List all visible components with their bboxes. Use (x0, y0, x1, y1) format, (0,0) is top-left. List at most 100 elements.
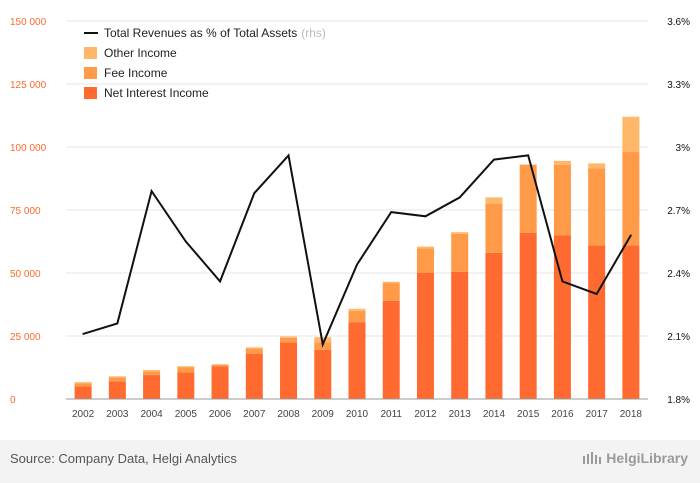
x-tick-label: 2006 (209, 409, 232, 420)
bar-fee-income-2013 (451, 233, 469, 272)
bar-net-interest-income-2018 (622, 245, 640, 399)
bar-fee-income-2010 (348, 310, 366, 323)
x-tick-label: 2013 (449, 409, 472, 420)
bar-other-income-2008 (280, 336, 298, 338)
legend-label: Other Income (104, 46, 177, 60)
bar-fee-income-2003 (108, 377, 126, 382)
bar-other-income-2005 (177, 366, 195, 368)
line-point-2008 (287, 154, 290, 157)
legend-box-swatch (84, 67, 97, 79)
y-left-tick-label: 75 000 (10, 206, 41, 217)
x-tick-label: 2012 (414, 409, 437, 420)
y-right-tick-label: 1.8% (667, 395, 690, 406)
y-right-tick-label: 2.4% (667, 269, 690, 280)
legend: Total Revenues as % of Total Assets (rhs)… (84, 26, 326, 100)
bar-net-interest-income-2017 (588, 245, 606, 399)
bar-other-income-2003 (108, 376, 126, 378)
bar-fee-income-2004 (143, 371, 161, 376)
y-right-tick-label: 3.6% (667, 17, 690, 28)
line-point-2015 (527, 154, 529, 157)
library-logo-icon (583, 452, 602, 464)
y-right-tick-label: 3% (676, 143, 691, 154)
line-point-2018 (630, 234, 632, 236)
x-tick-label: 2004 (140, 409, 163, 420)
bar-fee-income-2005 (177, 367, 195, 373)
x-tick-label: 2015 (517, 409, 540, 420)
bar-net-interest-income-2003 (108, 381, 126, 399)
y-left-tick-label: 100 000 (10, 143, 47, 154)
logo-text: HelgiLibrary (606, 450, 688, 466)
bar-other-income-2016 (553, 160, 571, 165)
bar-other-income-2002 (74, 382, 92, 384)
legend-rhs-note: (rhs) (301, 26, 326, 40)
x-tick-label: 2010 (346, 409, 369, 420)
y-left-tick-label: 50 000 (10, 269, 41, 280)
bar-other-income-2007 (245, 347, 263, 349)
bar-other-income-2010 (348, 308, 366, 311)
y-right-tick-label: 2.1% (667, 332, 690, 343)
bar-other-income-2004 (143, 370, 161, 372)
line-point-2011 (390, 211, 393, 213)
bar-net-interest-income-2002 (74, 386, 92, 399)
legend-label: Total Revenues as % of Total Assets (104, 26, 297, 40)
legend-label: Fee Income (104, 66, 168, 80)
bar-fee-income-2011 (382, 283, 400, 301)
bar-other-income-2012 (416, 246, 434, 249)
bar-fee-income-2002 (74, 383, 92, 387)
line-point-2007 (253, 192, 256, 194)
bar-other-income-2006 (211, 364, 229, 365)
line-point-2012 (424, 215, 427, 218)
line-point-2002 (82, 333, 84, 335)
line-point-2004 (150, 190, 153, 192)
line-point-2006 (219, 280, 221, 283)
bar-fee-income-2015 (519, 164, 537, 233)
bar-net-interest-income-2004 (143, 375, 161, 399)
line-point-2009 (321, 343, 324, 346)
bar-series (74, 116, 640, 399)
bar-fee-income-2014 (485, 203, 503, 253)
legend-box-swatch (84, 47, 97, 59)
bar-other-income-2018 (622, 116, 640, 153)
bar-net-interest-income-2013 (451, 271, 469, 399)
axes: 0 1.8% 25 000 2.1% 50 000 2.4% 75 000 2.7% 100 0… (10, 17, 690, 420)
line-point-2014 (493, 158, 495, 161)
chart: 0 1.8% 25 000 2.1% 50 000 2.4% 75 000 2.7% 100 0… (10, 17, 690, 420)
x-tick-label: 2017 (586, 409, 609, 420)
bar-fee-income-2018 (622, 152, 640, 246)
bar-net-interest-income-2009 (314, 349, 332, 399)
bar-net-interest-income-2010 (348, 322, 366, 399)
x-tick-label: 2005 (175, 409, 198, 420)
bar-other-income-2017 (588, 163, 606, 169)
x-tick-label: 2014 (483, 409, 506, 420)
source-note: Source: Company Data, Helgi Analytics (10, 451, 237, 466)
line-point-2003 (116, 322, 119, 325)
line-point-2013 (458, 196, 461, 199)
x-tick-label: 2011 (380, 409, 402, 420)
y-left-tick-label: 150 000 (10, 17, 47, 28)
bar-fee-income-2008 (280, 337, 298, 343)
x-tick-label: 2009 (312, 409, 335, 420)
y-right-tick-label: 3.3% (667, 80, 690, 91)
line-point-2005 (185, 240, 187, 243)
y-left-tick-label: 0 (10, 395, 16, 406)
bar-fee-income-2016 (553, 164, 571, 236)
bar-net-interest-income-2014 (485, 252, 503, 399)
bar-net-interest-income-2007 (245, 353, 263, 399)
x-tick-label: 2003 (106, 409, 129, 420)
footer: Source: Company Data, Helgi Analytics He… (0, 440, 700, 483)
line-point-2016 (561, 280, 564, 283)
helgi-library-logo: HelgiLibrary (582, 450, 688, 466)
bar-net-interest-income-2015 (519, 232, 537, 399)
y-left-tick-label: 125 000 (10, 80, 47, 91)
legend-label: Net Interest Income (104, 86, 209, 100)
y-left-tick-label: 25 000 (10, 332, 41, 343)
y-right-tick-label: 2.7% (667, 206, 690, 217)
bar-other-income-2011 (382, 281, 400, 284)
line-point-2010 (356, 263, 358, 266)
bar-fee-income-2006 (211, 364, 229, 367)
x-tick-label: 2018 (620, 409, 643, 420)
line-point-2017 (595, 293, 598, 295)
x-tick-label: 2002 (72, 409, 95, 420)
line-series (82, 153, 632, 348)
bar-fee-income-2012 (416, 248, 434, 273)
